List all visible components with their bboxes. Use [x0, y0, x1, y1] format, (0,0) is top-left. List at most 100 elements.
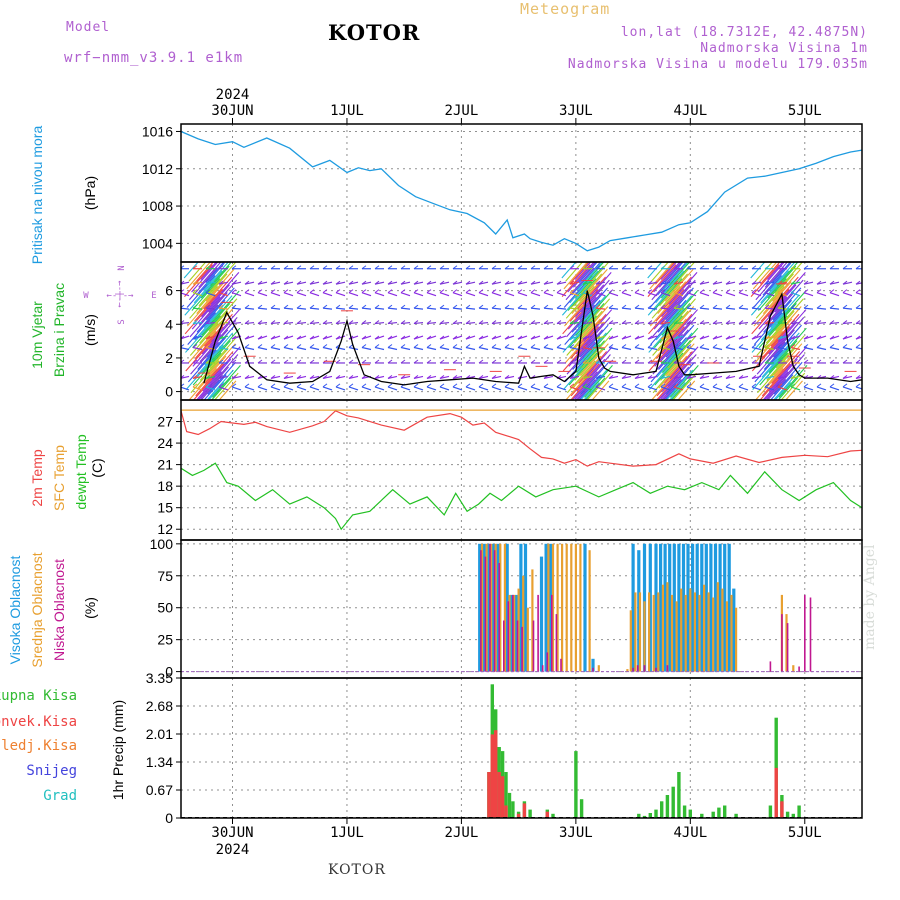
gust-streak	[210, 290, 240, 324]
gust-streak	[207, 382, 225, 400]
wind-arrow	[582, 375, 593, 380]
wind-arrow-head	[374, 375, 380, 379]
y-tick-label: 25	[157, 632, 173, 648]
wind-arrow	[465, 281, 476, 285]
wind-arrow	[270, 346, 281, 351]
wind-arrow	[764, 321, 775, 325]
wind-arrow	[712, 386, 723, 391]
y-tick-label: 3.35	[146, 670, 173, 686]
wind-arrow	[387, 335, 398, 340]
gust-streak	[655, 270, 685, 304]
convective-precip-bar	[494, 730, 498, 818]
wind-arrow	[335, 335, 346, 340]
y-tick-label: 0.67	[146, 782, 173, 798]
model-label: Model	[66, 20, 111, 35]
wind-arrow-head	[426, 359, 432, 364]
wind-arrow	[712, 292, 723, 297]
wind-arrow-head	[218, 265, 224, 270]
wind-arrow-head	[361, 280, 367, 285]
wind-arrow	[621, 321, 632, 325]
wind-arrow-head	[751, 320, 757, 324]
wind-arrow-head	[387, 265, 393, 270]
wind-arrow-head	[192, 320, 198, 324]
wind-arrow	[712, 281, 723, 285]
wind-arrow-head	[400, 289, 406, 294]
wind-arrow-head	[335, 335, 341, 340]
wind-arrow	[439, 292, 450, 297]
gust-streak	[208, 298, 238, 332]
wind-arrow-head	[530, 265, 536, 270]
wind-arrow-head	[530, 289, 536, 294]
wind-arrow-head	[725, 375, 731, 379]
wind-arrow-head	[296, 383, 302, 388]
wind-arrow	[452, 386, 463, 391]
wind-arrow	[712, 307, 723, 310]
wind-arrow-head	[413, 383, 419, 388]
wind-arrow-head	[816, 304, 822, 309]
wind-arrow	[400, 335, 411, 340]
mid-cloud-bar	[513, 594, 516, 672]
gust-streak	[766, 366, 796, 400]
wind-arrow-head	[855, 375, 861, 379]
gust-streak	[192, 315, 221, 349]
wind-arrow-head	[309, 320, 315, 324]
wind-arrow-head	[569, 359, 575, 364]
wind-arrow-head	[205, 359, 211, 364]
gust-streak	[667, 335, 697, 369]
wind-arrow	[504, 375, 515, 380]
wind-arrow-head	[712, 344, 718, 348]
wind-arrow-head	[387, 383, 393, 388]
wind-arrow-head	[400, 359, 406, 364]
wind-arrow-head	[530, 344, 536, 348]
wind-arrow	[426, 321, 437, 325]
wind-arrow-head	[699, 280, 705, 285]
wind-arrow-head	[790, 289, 796, 294]
wind-arrow-head	[790, 335, 796, 340]
mid-cloud-bar	[657, 592, 660, 672]
wind-arrow-head	[374, 320, 380, 324]
wind-arrow-head	[283, 280, 289, 285]
wind-arrow	[660, 281, 671, 285]
wind-arrow-head	[491, 359, 497, 364]
wind-arrow-head	[426, 265, 432, 270]
wind-arrow	[465, 307, 476, 310]
wind-arrow	[556, 321, 567, 325]
wind-arrow	[855, 282, 862, 285]
wind-arrow-head	[660, 383, 666, 388]
wind-arrow	[452, 292, 463, 297]
wind-arrow-head	[582, 280, 588, 285]
gust-streak	[203, 295, 233, 328]
wind-arrow	[712, 335, 723, 340]
wind-arrow-head	[543, 320, 549, 324]
low-cloud-bar	[666, 665, 669, 672]
wind-arrow	[218, 292, 229, 297]
wind-arrow-head	[569, 375, 575, 379]
wind-arrow	[374, 335, 385, 340]
wind-arrow	[504, 281, 515, 285]
wind-arrow-head	[686, 335, 692, 340]
wind-arrow-head	[218, 280, 224, 285]
wind-arrow-head	[270, 375, 276, 379]
wind-arrow-head	[478, 383, 484, 388]
wind-arrow	[205, 335, 216, 340]
wind-arrow-head	[309, 289, 315, 294]
wind-arrow	[621, 386, 632, 391]
wind-arrow-head	[556, 289, 562, 294]
wind-arrow	[530, 292, 541, 297]
wind-arrow-head	[673, 289, 679, 294]
wind-arrow	[244, 292, 255, 297]
mid-cloud-bar	[712, 597, 715, 672]
wind-arrow	[660, 386, 671, 391]
wind-arrow-head	[244, 375, 250, 379]
wind-arrow-head	[348, 280, 354, 285]
wind-arrow-head	[634, 335, 640, 340]
wind-arrow-head	[673, 280, 679, 285]
wind-arrow-head	[569, 289, 575, 294]
gust-streak	[763, 318, 793, 352]
wind-arrow	[192, 281, 203, 285]
total-precip-bar	[785, 811, 790, 818]
wind-arrow-head	[348, 265, 354, 270]
wind-arrow-head	[777, 289, 783, 294]
wind-arrow	[491, 346, 502, 351]
gust-streak	[752, 357, 782, 391]
